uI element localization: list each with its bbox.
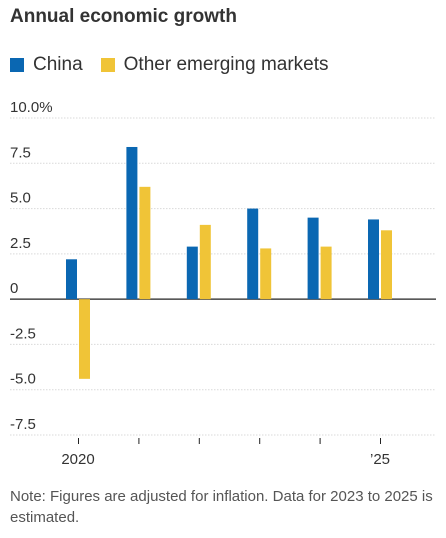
bar-chart: 10.0% 7.5 5.0 2.5 0 -2.5 -5.0 -7.5 2020 ’25 bbox=[10, 99, 436, 468]
bar-other-emerging bbox=[79, 299, 90, 379]
bar-other-emerging bbox=[381, 230, 392, 300]
bar-china bbox=[186, 246, 198, 300]
bar-other-emerging bbox=[260, 248, 272, 300]
y-tick-label: -5.0 bbox=[10, 371, 36, 388]
bar-china bbox=[307, 217, 319, 300]
legend-swatch-other bbox=[100, 58, 115, 72]
x-tick-label: ’25 bbox=[370, 451, 390, 468]
y-tick-label: 7.5 bbox=[10, 144, 31, 161]
y-tick-label: 0 bbox=[10, 280, 18, 297]
y-tick-label: -2.5 bbox=[10, 325, 36, 342]
y-tick-label: 2.5 bbox=[10, 235, 31, 252]
chart-legend: China Other emerging markets bbox=[10, 54, 347, 76]
x-tick-label: 2020 bbox=[61, 451, 94, 468]
legend-label-other: Other emerging markets bbox=[123, 54, 329, 75]
chart-note: Note: Figures are adjusted for inflation… bbox=[10, 488, 433, 526]
y-tick-label: -7.5 bbox=[10, 416, 36, 433]
bar-china bbox=[126, 146, 138, 300]
y-tick-label: 5.0 bbox=[10, 190, 31, 207]
bar-other-emerging bbox=[320, 246, 332, 300]
bar-china bbox=[368, 219, 379, 300]
bar-other-emerging bbox=[199, 224, 211, 300]
y-tick-label: 10.0% bbox=[10, 99, 53, 116]
legend-label-china: China bbox=[33, 54, 83, 75]
legend-item-other: Other emerging markets bbox=[100, 54, 329, 76]
bar-other-emerging bbox=[139, 186, 151, 300]
bar-china bbox=[66, 259, 77, 300]
legend-item-china: China bbox=[10, 54, 83, 76]
chart-title: Annual economic growth bbox=[10, 6, 237, 27]
legend-swatch-china bbox=[10, 58, 24, 72]
bar-china bbox=[247, 208, 259, 300]
